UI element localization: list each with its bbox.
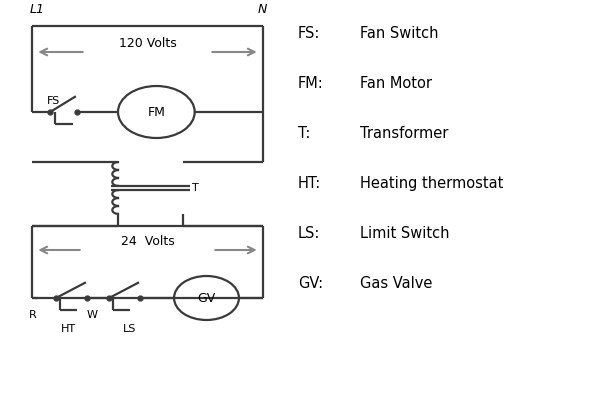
Text: FM: FM — [148, 106, 165, 118]
Text: Fan Motor: Fan Motor — [360, 76, 432, 91]
Text: L1: L1 — [30, 3, 44, 16]
Text: FS: FS — [47, 96, 60, 106]
Text: Gas Valve: Gas Valve — [360, 276, 432, 291]
Text: T:: T: — [298, 126, 310, 141]
Text: HT: HT — [61, 324, 76, 334]
Text: LS: LS — [123, 324, 136, 334]
Text: LS:: LS: — [298, 226, 320, 241]
Text: FM:: FM: — [298, 76, 324, 91]
Text: R: R — [28, 310, 37, 320]
Text: 120 Volts: 120 Volts — [119, 37, 176, 50]
Text: Transformer: Transformer — [360, 126, 448, 141]
Text: Heating thermostat: Heating thermostat — [360, 176, 503, 191]
Text: Limit Switch: Limit Switch — [360, 226, 450, 241]
Text: FS:: FS: — [298, 26, 320, 41]
Text: Fan Switch: Fan Switch — [360, 26, 438, 41]
Text: 24  Volts: 24 Volts — [120, 235, 175, 248]
Text: GV: GV — [198, 292, 215, 304]
Text: N: N — [258, 3, 267, 16]
Text: GV:: GV: — [298, 276, 323, 291]
Text: T: T — [192, 183, 198, 193]
Text: W: W — [87, 310, 97, 320]
Text: HT:: HT: — [298, 176, 321, 191]
